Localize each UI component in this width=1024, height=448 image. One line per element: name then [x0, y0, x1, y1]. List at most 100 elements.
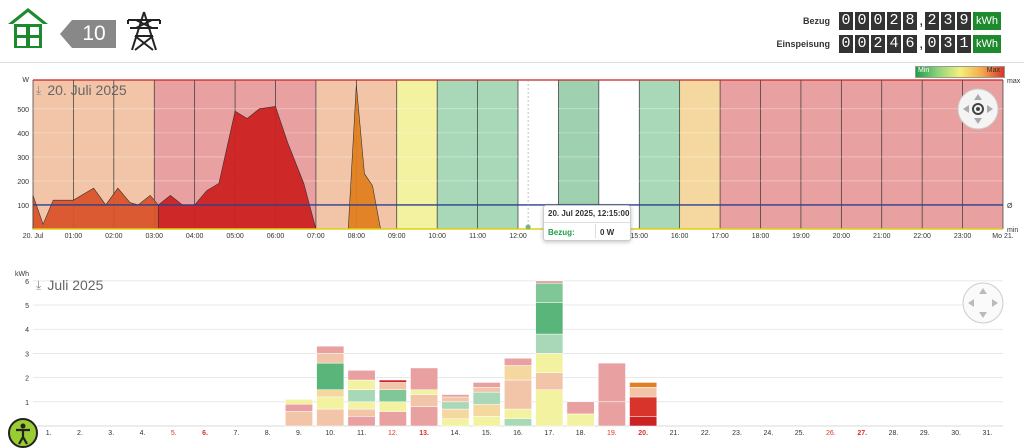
download-icon[interactable]: ⤓ — [36, 277, 42, 292]
x-tick-label: 16:00 — [671, 233, 689, 240]
hour-band — [841, 80, 882, 229]
meter-digit: 4 — [887, 35, 901, 53]
y-tick-label: 200 — [17, 179, 29, 186]
bar-segment — [285, 411, 313, 427]
back-counter-button[interactable]: 10 — [60, 20, 116, 48]
x-tick-label: 21:00 — [873, 233, 891, 240]
counter-value: 10 — [82, 22, 106, 45]
bar-segment — [316, 353, 345, 364]
bar-segment — [316, 389, 345, 398]
chart-tooltip: 20. Jul 2025, 12:15:00 Bezug: 0 W — [543, 205, 631, 241]
home-icon[interactable] — [6, 6, 50, 50]
bar-segment — [378, 401, 407, 412]
x-tick-label: 05:00 — [226, 233, 244, 240]
bar-segment — [410, 394, 439, 407]
power-pylon-icon[interactable] — [124, 10, 164, 52]
meter-decimal: 3 — [941, 12, 955, 30]
bar-segment — [472, 387, 501, 393]
bar-segment — [597, 401, 626, 427]
bar-segment — [441, 408, 470, 419]
max-label: max — [1007, 78, 1021, 85]
day-tick-label: 25. — [795, 430, 805, 437]
hour-band — [679, 80, 721, 229]
download-icon[interactable]: ⤓ — [36, 82, 42, 97]
bar-segment — [378, 379, 407, 383]
x-tick-label: 17:00 — [711, 233, 729, 240]
x-tick-label: 10:00 — [428, 233, 446, 240]
bar-segment — [347, 379, 376, 390]
bar-segment — [535, 353, 564, 374]
bar-segment — [410, 367, 439, 390]
bar-segment — [535, 280, 564, 284]
bar-segment — [472, 403, 501, 417]
bar-segment — [597, 362, 626, 403]
bar-segment — [410, 389, 439, 395]
bar-segment — [566, 413, 595, 427]
bar-segment — [441, 396, 470, 403]
bar-segment — [535, 333, 564, 354]
bar-segment — [378, 411, 407, 427]
bar-segment — [472, 382, 501, 388]
x-tick-label: 20:00 — [833, 233, 851, 240]
y-tick-label: 5 — [25, 303, 29, 310]
meter-decimal: 3 — [941, 35, 955, 53]
y-tick-label: 1 — [25, 400, 29, 407]
pan-zoom-control[interactable] — [957, 88, 999, 130]
bar-segment — [378, 382, 407, 390]
day-tick-label: 6. — [202, 430, 208, 437]
x-tick-label: 02:00 — [105, 233, 123, 240]
accessibility-icon[interactable] — [8, 418, 38, 448]
meter-unit: kWh — [973, 35, 1001, 53]
pan-right-icon — [987, 105, 993, 113]
day-tick-label: 13. — [419, 430, 429, 437]
bar-segment — [504, 365, 532, 381]
hour-band — [437, 80, 478, 229]
day-tick-label: 7. — [233, 430, 239, 437]
pan-up-icon — [979, 288, 987, 294]
meter-digit: 8 — [903, 12, 917, 30]
pan-right-icon — [992, 299, 998, 307]
avg-label: Ø — [1007, 203, 1013, 210]
month-chart-title: Juli 2025 — [47, 277, 104, 293]
bar-segment — [535, 283, 564, 303]
bar-segment — [629, 396, 658, 417]
hour-band — [720, 80, 761, 229]
day-tick-label: 30. — [951, 430, 961, 437]
x-tick-label: 03:00 — [145, 233, 163, 240]
bar-segment — [629, 416, 658, 427]
day-chart-title: 20. Juli 2025 — [47, 82, 127, 98]
meter-decimal: 1 — [957, 35, 971, 53]
x-tick-label: 11:00 — [469, 233, 486, 240]
meter-digit: 0 — [855, 35, 869, 53]
x-tick-label: 12:00 — [509, 233, 527, 240]
day-tick-label: 5. — [171, 430, 177, 437]
y-tick-label: 500 — [17, 107, 29, 114]
y-tick-label: 300 — [17, 155, 29, 162]
tooltip-value: 0 W — [600, 228, 615, 237]
day-tick-label: 31. — [982, 430, 992, 437]
hour-band — [518, 80, 559, 229]
day-tick-label: 3. — [108, 430, 114, 437]
y-unit-label: kWh — [15, 271, 29, 278]
bar-segment — [441, 418, 470, 427]
pan-zoom-control[interactable] — [962, 282, 1004, 324]
meter-decimal: 0 — [925, 35, 939, 53]
meter-unit: kWh — [973, 12, 1001, 30]
bar-segment — [441, 401, 470, 410]
pan-left-icon — [963, 105, 969, 113]
day-tick-label: 16. — [513, 430, 523, 437]
x-tick-label: 07:00 — [307, 233, 325, 240]
pan-up-icon — [974, 94, 982, 100]
bar-segment — [316, 408, 345, 427]
hour-band — [800, 80, 842, 229]
day-tick-label: 9. — [296, 430, 302, 437]
x-tick-label: 06:00 — [267, 233, 285, 240]
day-tick-label: 14. — [451, 430, 461, 437]
meter-label-bezug: Bezug — [803, 16, 830, 26]
hover-point — [525, 224, 531, 230]
pan-left-icon — [968, 299, 974, 307]
x-tick-label: 19:00 — [792, 233, 810, 240]
hour-band — [639, 80, 680, 229]
